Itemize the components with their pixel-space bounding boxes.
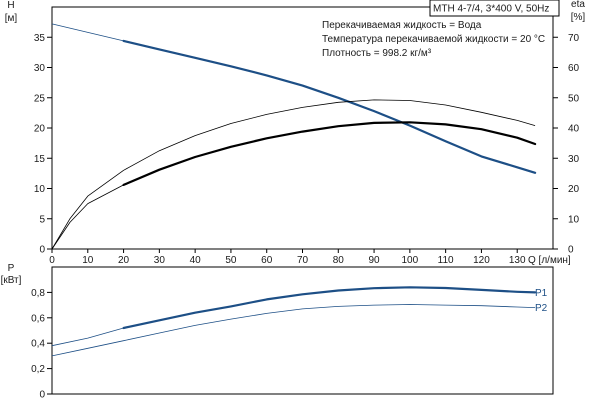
x-tick-label: 90 xyxy=(369,255,381,266)
y-left-tick-label: 30 xyxy=(34,63,46,74)
y-right-label-bottom: [%] xyxy=(571,12,586,23)
product-box: MTH 4-7/4, 3*400 V, 50Hz xyxy=(429,0,560,17)
series-p1-thick xyxy=(122,286,537,330)
y-left-tick-label: 0 xyxy=(39,245,45,256)
y-right-tick-label: 30 xyxy=(568,154,580,165)
series-curve-2-thick xyxy=(122,121,537,186)
y-left-tick-label: 10 xyxy=(34,184,46,195)
y-right-tick-label: 50 xyxy=(568,93,580,104)
series-p2-thin xyxy=(51,304,536,357)
y-right-tick-label: 40 xyxy=(568,124,580,135)
plot-frame-2 xyxy=(51,266,554,395)
series-curve-1-thick xyxy=(122,39,537,174)
x-tick-label: 130 xyxy=(509,255,526,266)
y-left-tick-label: 35 xyxy=(34,33,46,44)
x-tick-label: 120 xyxy=(473,255,490,266)
x-tick-label: 0 xyxy=(49,255,55,266)
x-tick-label: 10 xyxy=(82,255,94,266)
product-label: MTH 4-7/4, 3*400 V, 50Hz xyxy=(433,4,549,15)
x-tick-label: 110 xyxy=(438,255,454,266)
y-left-label-bottom: [кВт] xyxy=(1,275,22,286)
y-left-label-top: H xyxy=(7,0,14,11)
x-tick-label: 30 xyxy=(154,255,166,266)
info-line-fluid: Перекачиваемая жидкость = Вода xyxy=(322,20,482,31)
y-right-tick-label: 70 xyxy=(568,33,580,44)
series-curve-2-thin xyxy=(51,184,124,250)
y-left-tick-label: 0,8 xyxy=(31,288,45,299)
series-curve-1-thin xyxy=(51,23,124,42)
y-left-tick-label: 0,6 xyxy=(31,313,45,324)
x-tick-label: 40 xyxy=(190,255,202,266)
y-left-tick-label: 5 xyxy=(39,214,45,225)
y-left-label-top: P xyxy=(8,263,15,274)
y-right-tick-label: 60 xyxy=(568,63,580,74)
x-tick-label: 100 xyxy=(402,255,419,266)
x-axis-label: Q [л/мин] xyxy=(528,255,571,266)
y-left-tick-label: 0,2 xyxy=(31,364,45,375)
y-right-tick-label: 20 xyxy=(568,184,580,195)
info-line-temperature: Температура перекачиваемой жидкости = 20… xyxy=(322,34,545,45)
y-right-label-top: eta xyxy=(571,0,585,10)
x-tick-label: 60 xyxy=(261,255,273,266)
series-curve-3-thin xyxy=(51,99,536,250)
info-line-density: Плотность = 998.2 кг/м³ xyxy=(322,48,432,59)
y-right-tick-label: 10 xyxy=(568,214,580,225)
y-left-label-bottom: [м] xyxy=(5,13,18,24)
y-right-tick-label: 0 xyxy=(568,245,574,256)
y-left-tick-label: 15 xyxy=(34,154,46,165)
series-p1-thin xyxy=(51,327,124,347)
x-tick-label: 80 xyxy=(333,255,345,266)
x-tick-label: 50 xyxy=(225,255,237,266)
x-tick-label: 20 xyxy=(118,255,130,266)
series-label-p2: P2 xyxy=(535,303,548,314)
y-left-tick-label: 0,4 xyxy=(31,339,45,350)
y-left-tick-label: 20 xyxy=(34,124,46,135)
y-left-tick-label: 0 xyxy=(39,390,45,401)
series-label-p1: P1 xyxy=(535,288,548,299)
x-tick-label: 70 xyxy=(297,255,309,266)
y-left-tick-label: 25 xyxy=(34,93,46,104)
